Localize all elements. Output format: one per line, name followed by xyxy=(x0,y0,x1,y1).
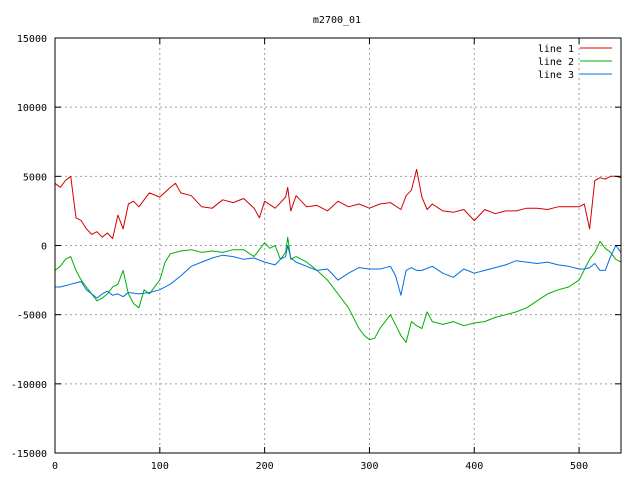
y-tick-label: 5000 xyxy=(23,172,47,183)
x-tick-label: 0 xyxy=(52,461,58,472)
y-tick-label: -10000 xyxy=(11,380,47,391)
legend-label: line 3 xyxy=(538,70,574,81)
series-line-3 xyxy=(55,245,622,299)
series-lines xyxy=(54,168,622,343)
y-tick-label: 0 xyxy=(41,242,47,253)
axis-ticks: 0 100 200 300 400 500 -15000 -10000 -5000 0 5000 10… xyxy=(11,34,621,472)
y-tick-label: -5000 xyxy=(17,311,47,322)
x-tick-label: 200 xyxy=(256,461,274,472)
legend-label: line 2 xyxy=(538,57,574,68)
chart-title: m2700_01 xyxy=(313,15,361,26)
y-tick-label: 15000 xyxy=(17,34,47,45)
x-tick-label: 400 xyxy=(465,461,483,472)
x-tick-label: 300 xyxy=(360,461,378,472)
series-line-2 xyxy=(54,236,622,343)
series-line-1 xyxy=(54,168,622,240)
y-tick-label: 10000 xyxy=(17,103,47,114)
legend-label: line 1 xyxy=(538,44,574,55)
x-tick-label: 500 xyxy=(570,461,588,472)
grid xyxy=(55,38,621,453)
y-tick-label: -15000 xyxy=(11,449,47,460)
x-tick-label: 100 xyxy=(151,461,169,472)
legend: line 1 line 2 line 3 xyxy=(538,44,612,81)
